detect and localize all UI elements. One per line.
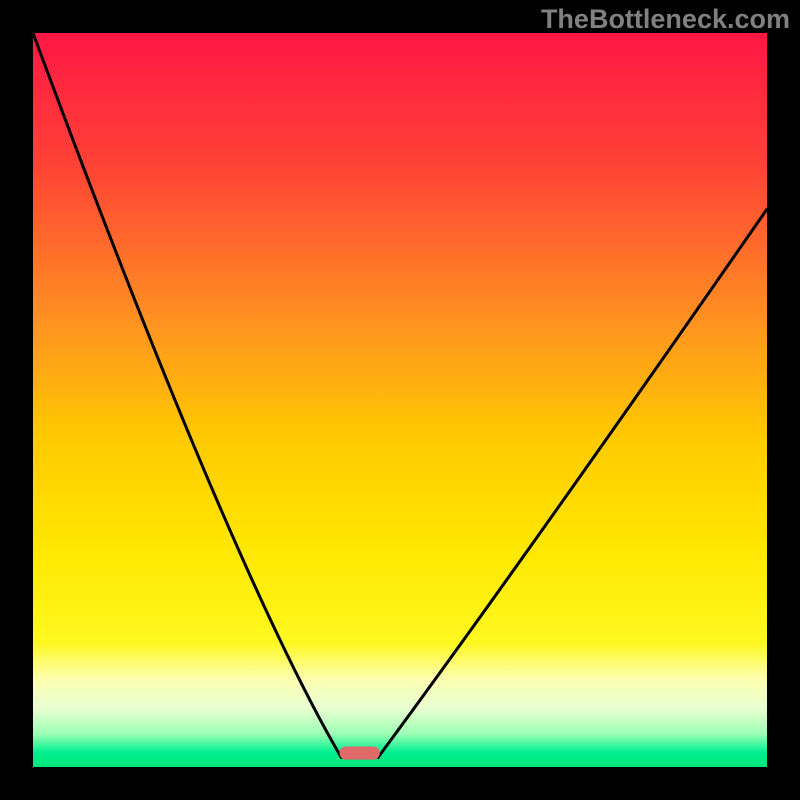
optimum-marker <box>339 746 379 759</box>
curve-layer <box>33 33 767 767</box>
watermark: TheBottleneck.com <box>541 4 790 35</box>
plot-area <box>33 33 767 767</box>
bottleneck-curve <box>33 33 767 757</box>
